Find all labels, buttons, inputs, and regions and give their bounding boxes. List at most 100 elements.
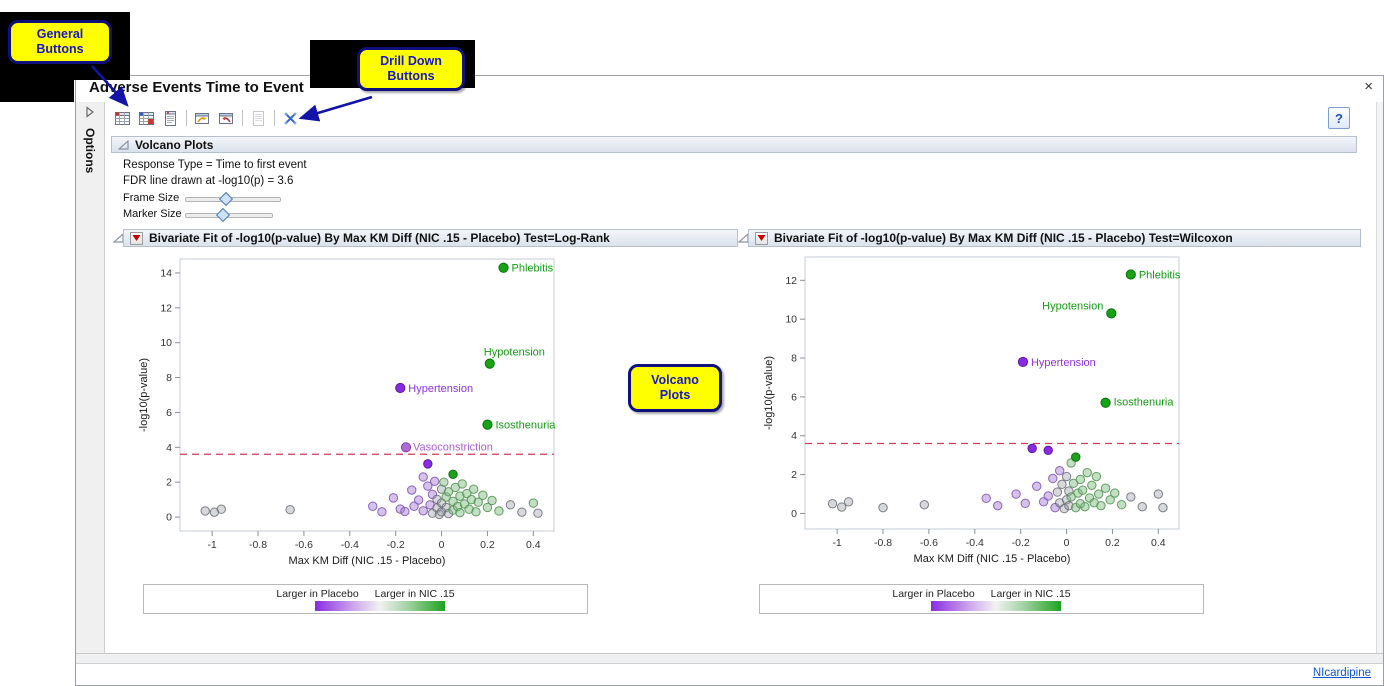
- svg-text:6: 6: [791, 391, 797, 403]
- svg-text:6: 6: [166, 407, 172, 419]
- plot-header-wilcoxon[interactable]: Bivariate Fit of -log10(p-value) By Max …: [748, 229, 1361, 247]
- svg-text:Isosthenuria: Isosthenuria: [495, 420, 556, 432]
- svg-text:Hypotension: Hypotension: [1042, 300, 1103, 312]
- frame-size-slider[interactable]: [185, 191, 281, 206]
- frame-size-label: Frame Size: [123, 192, 180, 204]
- statusbar: NIcardipine: [76, 663, 1383, 685]
- slider-thumb[interactable]: [215, 207, 231, 222]
- svg-text:-0.4: -0.4: [341, 539, 359, 551]
- svg-text:4: 4: [166, 442, 172, 454]
- svg-text:-1: -1: [832, 537, 841, 549]
- svg-text:Phlebitis: Phlebitis: [1139, 269, 1181, 281]
- fdr-note-text: FDR line drawn at -log10(p) = 3.6: [123, 175, 294, 187]
- toolbar: ?: [112, 107, 1366, 129]
- svg-text:0.2: 0.2: [480, 539, 495, 551]
- volcano-plot-icon[interactable]: [280, 108, 301, 129]
- legend-right-label: Larger in NIC .15: [374, 587, 455, 600]
- svg-text:0.4: 0.4: [526, 539, 541, 551]
- report-content: ? Volcano Plots Response Type = Time to …: [106, 102, 1376, 653]
- window-title: Adverse Events Time to Event: [89, 79, 304, 96]
- svg-text:Hypertension: Hypertension: [1031, 357, 1096, 369]
- svg-text:10: 10: [160, 337, 172, 349]
- window-body: Options: [76, 102, 1383, 653]
- svg-text:-0.2: -0.2: [1012, 537, 1030, 549]
- svg-text:2: 2: [791, 469, 797, 481]
- drill-down-report-icon[interactable]: [192, 108, 213, 129]
- legend-left-label: Larger in Placebo: [276, 587, 359, 600]
- svg-text:12: 12: [785, 275, 797, 287]
- legend-right-label: Larger in NIC .15: [990, 587, 1071, 600]
- drill-down-buttons-callout: Drill Down Buttons: [357, 47, 465, 91]
- svg-text:-0.6: -0.6: [295, 539, 313, 551]
- help-icon[interactable]: ?: [1328, 107, 1350, 129]
- svg-text:2: 2: [166, 477, 172, 489]
- options-panel-label: Options: [83, 128, 97, 174]
- svg-text:8: 8: [791, 353, 797, 365]
- svg-text:Hypertension: Hypertension: [408, 383, 473, 395]
- window-bottom-band: [76, 653, 1383, 663]
- svg-text:-0.8: -0.8: [249, 539, 267, 551]
- svg-text:Max KM Diff (NIC .15 - Placebo: Max KM Diff (NIC .15 - Placebo): [289, 555, 446, 567]
- red-triangle-menu-icon[interactable]: [130, 231, 143, 245]
- svg-text:-log10(p-value): -log10(p-value): [763, 356, 775, 430]
- legend-left-label: Larger in Placebo: [892, 587, 975, 600]
- svg-text:8: 8: [166, 372, 172, 384]
- svg-text:-0.6: -0.6: [920, 537, 938, 549]
- marker-size-label: Marker Size: [123, 208, 182, 220]
- svg-text:Vasoconstriction: Vasoconstriction: [413, 441, 493, 453]
- volcano-plots-callout: Volcano Plots: [628, 364, 722, 412]
- options-expander-icon[interactable]: [84, 106, 96, 118]
- toolbar-separator: [274, 110, 275, 126]
- svg-text:-0.8: -0.8: [874, 537, 892, 549]
- svg-text:4: 4: [791, 430, 797, 442]
- window-titlebar: Adverse Events Time to Event ×: [76, 76, 1383, 102]
- svg-text:0: 0: [1064, 537, 1070, 549]
- data-table-icon[interactable]: [112, 108, 133, 129]
- plot-title: Bivariate Fit of -log10(p-value) By Max …: [774, 231, 1233, 245]
- frame-size-control: Frame Size: [123, 191, 281, 206]
- journal-icon[interactable]: [160, 108, 181, 129]
- svg-text:0: 0: [166, 512, 172, 524]
- toolbar-separator: [186, 110, 187, 126]
- general-buttons-callout: General Buttons: [8, 20, 112, 64]
- svg-text:14: 14: [160, 267, 172, 279]
- svg-text:0.2: 0.2: [1105, 537, 1120, 549]
- svg-text:Hypotension: Hypotension: [484, 347, 545, 359]
- plot-header-log-rank[interactable]: Bivariate Fit of -log10(p-value) By Max …: [123, 229, 738, 247]
- svg-text:-log10(p-value): -log10(p-value): [138, 358, 150, 432]
- legend-gradient-bar: [314, 600, 445, 611]
- svg-text:0.4: 0.4: [1151, 537, 1166, 549]
- slider-thumb[interactable]: [218, 191, 234, 206]
- plot-title: Bivariate Fit of -log10(p-value) By Max …: [149, 231, 610, 245]
- color-legend: Larger in Placebo Larger in NIC .15: [143, 584, 588, 614]
- vertical-scrollbar[interactable]: [1376, 102, 1383, 653]
- app-window: Adverse Events Time to Event × Options: [75, 75, 1384, 686]
- red-triangle-menu-icon[interactable]: [755, 231, 768, 245]
- response-type-text: Response Type = Time to first event: [123, 159, 307, 171]
- svg-text:-0.2: -0.2: [387, 539, 405, 551]
- svg-text:10: 10: [785, 314, 797, 326]
- volcano-plot-log-rank[interactable]: -1 -0.8 -0.6 -0.4 -0.2 0 0.2 0.4 0 2 4 6 8 10 12 14 Max …: [134, 249, 574, 579]
- drill-down-window-icon[interactable]: [216, 108, 237, 129]
- options-panel: Options: [76, 102, 105, 653]
- summary-table-icon[interactable]: [136, 108, 157, 129]
- svg-text:Max KM Diff (NIC .15 - Placebo: Max KM Diff (NIC .15 - Placebo): [914, 553, 1071, 565]
- svg-text:12: 12: [160, 302, 172, 314]
- close-icon[interactable]: ×: [1364, 78, 1373, 95]
- nicardipine-link[interactable]: NIcardipine: [1312, 667, 1371, 679]
- outline-header-volcano-plots[interactable]: Volcano Plots: [111, 136, 1357, 153]
- marker-size-control: Marker Size: [123, 207, 273, 222]
- svg-text:Phlebitis: Phlebitis: [512, 263, 554, 275]
- toolbar-separator: [242, 110, 243, 126]
- marker-size-slider[interactable]: [185, 207, 273, 222]
- volcano-plot-wilcoxon[interactable]: -1 -0.8 -0.6 -0.4 -0.2 0 0.2 0.4 0 2 4 6 8 10 12 Max KM…: [759, 247, 1199, 577]
- svg-text:Isosthenuria: Isosthenuria: [1114, 397, 1175, 409]
- disclosure-triangle-icon[interactable]: [118, 139, 129, 150]
- svg-text:0: 0: [439, 539, 445, 551]
- annotation-mask: [0, 80, 74, 102]
- color-legend: Larger in Placebo Larger in NIC .15: [759, 584, 1204, 614]
- legend-gradient-bar: [930, 600, 1061, 611]
- report-icon-disabled: [248, 108, 269, 129]
- svg-text:-1: -1: [207, 539, 216, 551]
